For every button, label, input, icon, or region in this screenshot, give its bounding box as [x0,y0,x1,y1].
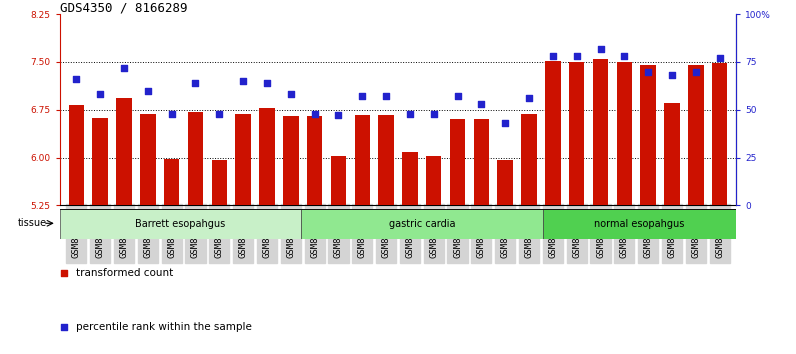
Bar [354,115,370,205]
Bar [617,62,632,205]
Point [166,111,178,116]
Point [594,46,607,51]
Text: normal esopahgus: normal esopahgus [595,219,685,229]
Point [118,65,131,70]
Point [94,92,107,97]
Bar [164,159,179,205]
Text: GDS4350 / 8166289: GDS4350 / 8166289 [60,1,187,14]
Point [523,96,536,101]
Bar [402,153,418,205]
Point [236,78,249,84]
Bar [330,156,346,205]
Point [356,93,369,99]
Point [642,69,654,74]
Point [284,92,297,97]
Bar [307,116,322,205]
Bar [543,209,736,239]
Point [665,73,678,78]
Bar [521,114,537,205]
Bar [188,112,203,205]
Text: Barrett esopahgus: Barrett esopahgus [135,219,225,229]
Bar [641,65,656,205]
Point [547,53,560,59]
Point [475,101,488,107]
Bar [426,156,442,205]
Bar [545,61,560,205]
Point [689,69,702,74]
Bar [259,108,275,205]
Point [713,55,726,61]
Point [288,78,301,84]
Bar [474,119,489,205]
Bar [569,62,584,205]
Text: gastric cardia: gastric cardia [389,219,455,229]
Bar [283,116,298,205]
Bar [140,114,155,205]
Bar [688,65,704,205]
Point [404,111,416,116]
Point [142,88,154,93]
Point [570,53,583,59]
Point [380,93,392,99]
Point [332,113,345,118]
Point [427,111,440,116]
Point [451,93,464,99]
Bar [60,209,302,239]
Point [213,111,226,116]
Text: percentile rank within the sample: percentile rank within the sample [76,322,252,332]
Point [260,80,273,86]
Point [308,111,321,116]
Point [499,120,512,126]
Bar [236,114,251,205]
Bar [450,119,466,205]
Bar [302,209,543,239]
Bar [593,59,608,205]
Bar [68,105,84,205]
Bar [116,98,132,205]
Bar [92,118,108,205]
Point [618,53,630,59]
Bar [212,160,227,205]
Bar [664,103,680,205]
Bar [378,115,394,205]
Point [189,80,202,86]
Bar [712,63,728,205]
Point [70,76,83,82]
Bar [498,160,513,205]
Text: transformed count: transformed count [76,268,173,278]
Text: tissue: tissue [18,218,47,228]
